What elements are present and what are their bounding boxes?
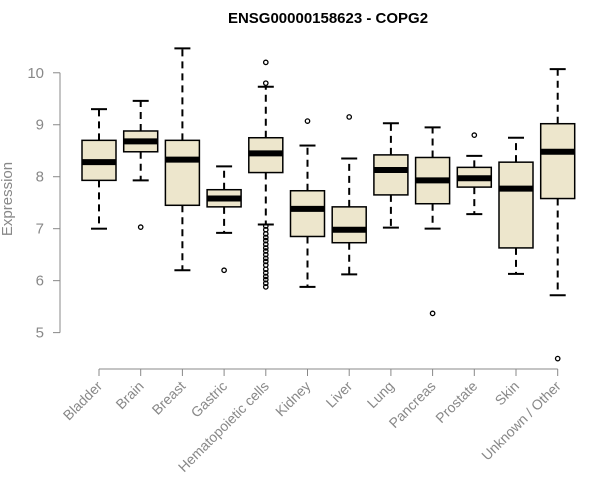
x-tick-label: Skin: [492, 378, 523, 409]
x-tick-label: Liver: [323, 378, 356, 411]
x-tick-label: Prostate: [432, 378, 480, 426]
y-axis: 5 6 7 8 9 10: [27, 65, 61, 342]
box-group: [456, 132, 493, 216]
outlier-point: [554, 355, 561, 362]
outlier-point: [262, 223, 269, 229]
outlier-point: [262, 266, 269, 273]
box-iqr: [331, 206, 367, 244]
outlier-point: [262, 273, 269, 280]
box-group: [289, 118, 326, 288]
x-tick-label: Lung: [364, 378, 397, 411]
x-tick-label: Kidney: [272, 378, 314, 420]
x-tick-label: Breast: [149, 378, 189, 418]
box-group: [122, 99, 159, 230]
box-iqr: [373, 154, 409, 196]
outlier-point: [262, 255, 269, 262]
outlier-point: [262, 231, 269, 237]
outlier-point: [262, 237, 269, 244]
chart-title: ENSG00000158623 - COPG2: [228, 10, 428, 27]
box-group: [164, 47, 201, 272]
y-tick-label: 9: [36, 117, 44, 134]
y-tick-label: 10: [27, 65, 44, 82]
box-group: [498, 136, 534, 275]
y-tick-label: 5: [36, 325, 44, 342]
outlier-point: [304, 118, 311, 124]
box-group: [331, 114, 367, 276]
box-iqr: [289, 189, 326, 238]
plot-area: [81, 47, 576, 362]
outlier-point: [262, 276, 269, 283]
y-axis-label: Expression: [0, 162, 16, 236]
outlier-point: [137, 224, 144, 230]
outlier-point: [262, 80, 269, 87]
outlier-point: [262, 251, 269, 258]
y-tick-label: 7: [36, 221, 44, 238]
y-tick-label: 8: [36, 169, 44, 186]
outlier-point: [429, 310, 436, 317]
box-group: [373, 122, 409, 229]
x-tick-label: Bladder: [60, 378, 106, 424]
outlier-point: [262, 234, 269, 241]
outlier-point: [471, 132, 478, 138]
box-group: [539, 68, 576, 362]
outlier-point: [262, 284, 269, 290]
outlier-point: [262, 245, 269, 251]
outlier-point: [262, 59, 269, 66]
outlier-point: [262, 248, 269, 254]
box-iqr: [539, 122, 576, 200]
x-tick-label: Unknown / Other: [478, 378, 564, 464]
outlier-point: [262, 280, 269, 287]
box-group: [81, 108, 117, 230]
outlier-point: [346, 114, 353, 120]
box-iqr: [164, 139, 201, 207]
outlier-point: [262, 270, 269, 276]
x-tick-label: Brain: [112, 378, 146, 412]
box-group: [248, 59, 284, 290]
y-tick-label: 6: [36, 273, 44, 290]
outlier-point: [262, 258, 269, 265]
box-iqr: [498, 161, 534, 249]
box-group: [206, 165, 242, 274]
box-group: [414, 126, 451, 317]
outlier-point: [221, 267, 227, 274]
outlier-point: [262, 241, 269, 248]
